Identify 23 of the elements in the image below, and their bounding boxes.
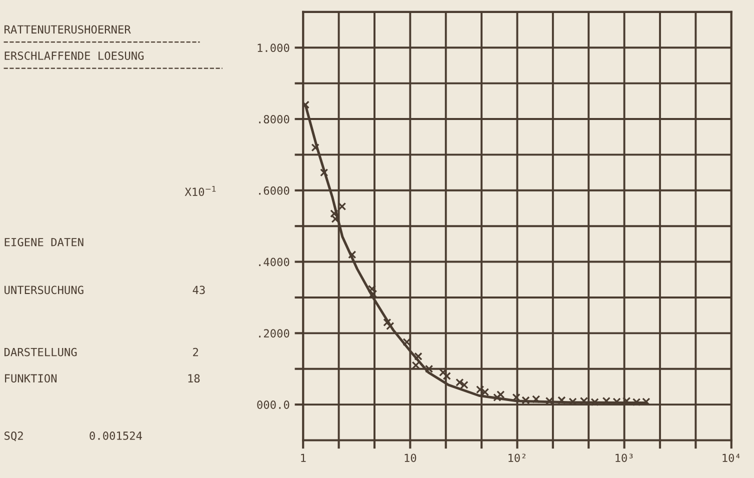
y-tick-label: 1.000 [258, 44, 290, 52]
text: X10$^{−1}$ [184, 186, 216, 196]
text: ERSCHLAFFENDE LOESUNG [4, 52, 144, 60]
y-tick-label: .4000 [259, 258, 290, 266]
x-tick-label: 1 [301, 454, 306, 462]
x-tick-label: 10⁴ [722, 454, 740, 462]
text: DARSTELLUNG [4, 348, 77, 356]
x-tick-label: 10³ [616, 454, 633, 462]
text: 43 [192, 286, 205, 294]
y-tick-label: .2000 [259, 329, 290, 338]
text: 18 [188, 374, 200, 383]
text: 2 [193, 348, 198, 356]
text: EIGENE DATEN [4, 238, 84, 246]
y-tick-label: 000.0 [257, 400, 290, 409]
x-tick-label: 10² [508, 454, 526, 462]
text: UNTERSUCHUNG [4, 286, 84, 294]
y-tick-label: .6000 [259, 186, 290, 195]
x-tick-label: 10 [404, 454, 416, 462]
y-tick-label: .8000 [259, 115, 290, 124]
text: FUNKTION [5, 374, 57, 383]
text: SQ2 [4, 432, 23, 442]
text: 0.001524 [90, 432, 142, 440]
text: RATTENUTERUSHOERNER [4, 25, 131, 34]
